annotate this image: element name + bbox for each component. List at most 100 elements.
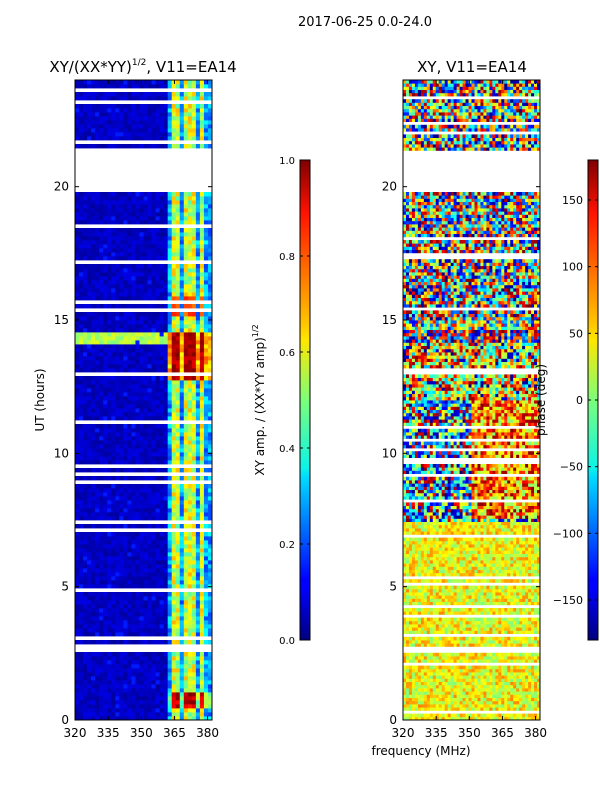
left-heatmap-cell xyxy=(207,708,213,713)
left-heatmap-cell xyxy=(207,504,213,509)
left-heatmap-cell xyxy=(163,288,169,293)
left-heatmap-cell xyxy=(175,216,181,221)
left-heatmap-cell xyxy=(127,416,132,421)
left-heatmap-cell xyxy=(99,388,104,393)
right-heatmap-cell xyxy=(408,688,413,692)
left-heatmap-cell xyxy=(115,396,120,401)
left-heatmap-cell xyxy=(103,620,108,625)
left-heatmap-cell xyxy=(79,256,84,261)
left-heatmap-cell xyxy=(75,608,80,613)
left-heatmap-cell xyxy=(111,456,116,461)
left-heatmap-cell xyxy=(151,680,156,685)
left-heatmap-cell xyxy=(115,328,120,333)
left-heatmap-cell xyxy=(147,196,152,201)
right-heatmap-cell xyxy=(501,700,505,705)
left-heatmap-cell xyxy=(199,352,205,357)
left-heatmap-cell xyxy=(195,540,201,545)
left-heatmap-cell xyxy=(99,516,104,521)
right-heatmap-cell xyxy=(510,691,514,695)
left-heatmap-cell xyxy=(115,252,120,257)
left-heatmap-cell xyxy=(191,432,197,437)
left-heatmap-cell xyxy=(87,404,92,409)
left-heatmap-cell xyxy=(199,428,205,433)
left-heatmap-cell xyxy=(191,620,197,625)
left-heatmap-cell xyxy=(79,676,84,681)
left-heatmap-cell xyxy=(151,628,156,633)
left-heatmap-cell xyxy=(95,484,100,489)
left-heatmap-cell xyxy=(91,688,96,693)
left-heatmap-cell xyxy=(155,500,161,505)
left-heatmap-cell xyxy=(179,128,185,133)
left-heatmap-cell xyxy=(159,356,165,361)
left-heatmap-cell xyxy=(103,236,108,241)
left-heatmap-cell xyxy=(139,412,144,417)
left-heatmap-cell xyxy=(83,508,88,513)
left-heatmap-cell xyxy=(123,312,128,317)
left-heatmap-cell xyxy=(135,524,140,529)
left-heatmap-cell xyxy=(207,108,213,113)
left-heatmap-cell xyxy=(79,508,84,513)
left-heatmap-cell xyxy=(83,268,88,273)
left-heatmap-cell xyxy=(203,512,209,517)
left-heatmap-cell xyxy=(199,452,205,457)
left-heatmap-cell xyxy=(143,580,148,585)
left-heatmap-cell xyxy=(111,200,116,205)
left-heatmap-cell xyxy=(83,504,88,509)
left-heatmap-cell xyxy=(175,288,181,293)
left-heatmap-cell xyxy=(151,84,156,89)
left-heatmap-cell xyxy=(95,560,100,565)
left-heatmap-cell xyxy=(79,80,84,85)
left-heatmap-cell xyxy=(183,540,189,545)
left-heatmap-cell xyxy=(175,208,181,213)
left-heatmap-cell xyxy=(135,392,140,397)
left-heatmap-cell xyxy=(111,608,116,613)
left-heatmap-cell xyxy=(103,624,108,629)
left-heatmap-cell xyxy=(191,280,197,285)
right-heatmap-cell xyxy=(474,700,478,705)
left-heatmap-cell xyxy=(151,92,156,97)
left-heatmap-cell xyxy=(87,268,92,273)
left-heatmap-cell xyxy=(155,572,161,577)
left-heatmap-cell xyxy=(83,220,88,225)
left-heatmap-cell xyxy=(131,568,136,573)
right-heatmap-cell xyxy=(501,713,505,718)
left-heatmap-cell xyxy=(123,116,128,121)
left-heatmap-cell xyxy=(139,252,144,257)
left-heatmap-cell xyxy=(187,84,193,89)
left-heatmap-cell xyxy=(151,456,156,461)
left-heatmap-cell xyxy=(155,304,161,309)
left-heatmap-cell xyxy=(83,668,88,673)
left-heatmap-cell xyxy=(151,660,156,665)
left-heatmap-cell xyxy=(203,460,209,465)
left-heatmap-cell xyxy=(179,664,185,669)
left-heatmap-cell xyxy=(103,556,108,561)
left-heatmap-cell xyxy=(187,368,193,373)
left-heatmap-cell xyxy=(127,128,132,133)
left-heatmap-cell xyxy=(123,396,128,401)
left-heatmap-cell xyxy=(119,204,124,209)
left-heatmap-cell xyxy=(107,400,112,405)
left-heatmap-cell xyxy=(151,124,156,129)
left-heatmap-cell xyxy=(175,340,181,345)
left-heatmap-cell xyxy=(103,220,108,225)
left-heatmap-cell xyxy=(163,348,169,353)
left-heatmap-cell xyxy=(199,248,205,253)
left-heatmap-cell xyxy=(171,352,177,357)
left-heatmap-cell xyxy=(183,212,189,217)
left-heatmap-cell xyxy=(203,628,209,633)
left-heatmap-cell xyxy=(167,492,173,497)
left-heatmap-cell xyxy=(195,244,201,249)
left-heatmap-cell xyxy=(151,196,156,201)
left-heatmap-cell xyxy=(207,704,213,709)
right-heatmap-cell xyxy=(525,684,529,689)
left-heatmap-cell xyxy=(75,256,80,261)
left-heatmap-cell xyxy=(207,676,213,681)
left-heatmap-cell xyxy=(203,440,209,445)
left-heatmap-cell xyxy=(123,668,128,673)
left-heatmap-cell xyxy=(131,700,136,705)
left-heatmap-cell xyxy=(175,516,181,521)
left-heatmap-cell xyxy=(99,380,104,385)
left-heatmap-cell xyxy=(95,324,100,329)
left-heatmap-cell xyxy=(203,96,209,101)
left-heatmap-cell xyxy=(195,668,201,673)
